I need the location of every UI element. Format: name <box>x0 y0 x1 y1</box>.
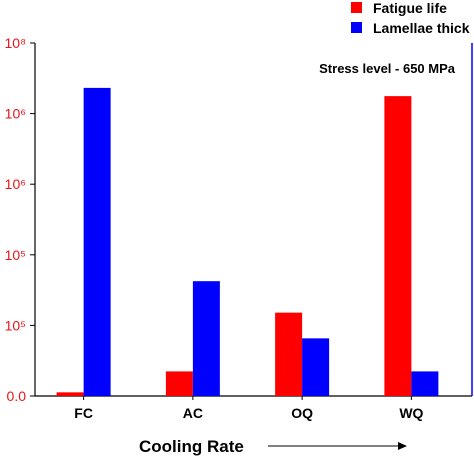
stress-level-annotation: Stress level - 650 MPa <box>319 61 456 76</box>
legend-label-lamellae-thickness: Lamellae thick <box>373 20 470 36</box>
legend-swatch-fatigue-life <box>351 2 362 13</box>
y-tick-label: 0.0 <box>7 388 27 404</box>
bar-lamellae-thickness-fc <box>83 87 111 396</box>
y-axis-left: 0.0 10⁵ 10⁵ 10⁶ 10⁶ 10⁸ <box>5 35 35 404</box>
legend: Fatigue life Lamellae thick <box>351 0 470 36</box>
x-axis-arrow <box>268 442 407 450</box>
bar-lamellae-thickness-wq <box>411 371 439 396</box>
x-axis-label: Cooling Rate <box>139 437 244 456</box>
x-tick-label-oq: OQ <box>291 405 313 421</box>
bar-fatigue-life-fc <box>56 392 84 396</box>
bar-lamellae-thickness-ac <box>192 281 220 396</box>
bar-fatigue-life-oq <box>275 312 303 396</box>
bar-fatigue-life-ac <box>165 371 193 396</box>
legend-swatch-lamellae-thickness <box>351 22 362 33</box>
y-tick-label: 10⁶ <box>5 176 26 192</box>
y-tick-label: 10⁵ <box>5 317 26 333</box>
legend-label-fatigue-life: Fatigue life <box>373 0 447 16</box>
bar-lamellae-thickness-oq <box>302 338 330 396</box>
x-tick-label-fc: FC <box>74 405 93 421</box>
y-tick-label: 10⁵ <box>5 247 26 263</box>
x-axis: FC AC OQ WQ <box>74 396 424 421</box>
y-tick-label: 10⁸ <box>5 35 27 51</box>
bars <box>56 87 439 396</box>
x-tick-label-ac: AC <box>183 405 203 421</box>
bar-fatigue-life-wq <box>384 96 412 396</box>
x-tick-label-wq: WQ <box>399 405 423 421</box>
y-tick-label: 10⁶ <box>5 106 26 122</box>
